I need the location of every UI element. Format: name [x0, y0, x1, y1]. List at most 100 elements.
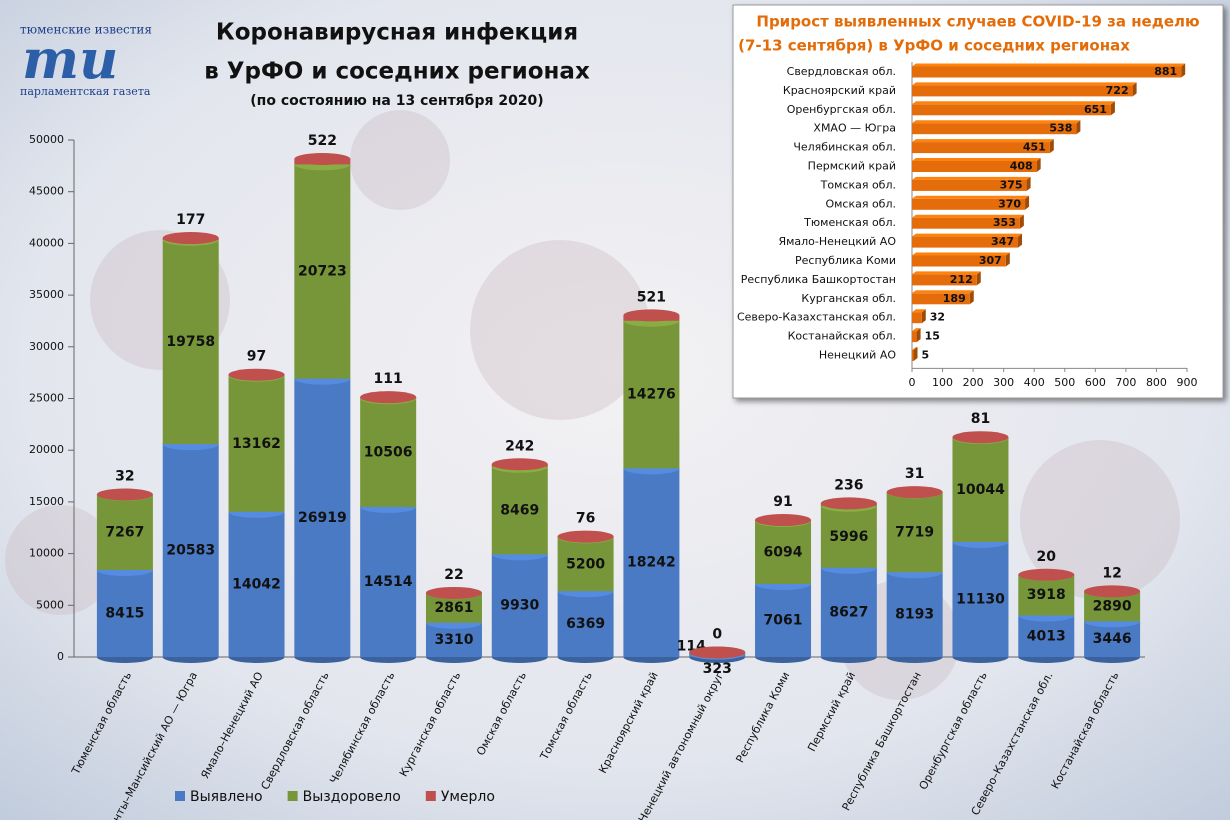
value-label: 20 [1037, 549, 1057, 565]
bar-segment [623, 468, 680, 657]
bar-side [1049, 139, 1054, 154]
value-label: 18242 [627, 555, 676, 571]
value-label: 31 [905, 466, 924, 482]
bar-side [969, 290, 974, 305]
value-label: 5200 [566, 556, 605, 572]
bar-top [912, 252, 1010, 256]
bar-segment [1018, 615, 1075, 657]
legend-label: Выздоровело [303, 789, 401, 805]
bar [912, 293, 970, 305]
y-tick-label: 35000 [29, 288, 64, 301]
bar-segment [96, 494, 153, 570]
value-label: 451 [1023, 141, 1046, 154]
value-label: 242 [505, 438, 534, 454]
bar-segment [228, 375, 285, 512]
x-tick-label: 400 [1024, 376, 1045, 389]
value-label: 3310 [434, 632, 473, 648]
value-label: 538 [1049, 122, 1072, 135]
value-label: 20723 [298, 264, 347, 280]
logo-top: тюменские известия [20, 23, 152, 37]
value-label: 5996 [829, 529, 868, 545]
value-label: 370 [998, 197, 1021, 210]
bar-segment [294, 164, 351, 379]
bar-segment [294, 378, 351, 657]
y-tick-label: Северо-Казахстанская обл. [737, 311, 896, 324]
bar-top [912, 82, 1137, 86]
y-tick-label: Республика Башкортостан [741, 273, 896, 286]
value-label: 189 [943, 292, 966, 305]
y-tick-label: Пермский край [808, 160, 896, 173]
value-label: 323 [703, 661, 732, 677]
value-label: 81 [971, 411, 990, 427]
bar-top [912, 195, 1030, 199]
bar-top [912, 328, 921, 332]
bar [912, 123, 1077, 135]
bar-segment-cap [1018, 568, 1075, 581]
bar [912, 312, 922, 324]
bar-side [1132, 82, 1137, 97]
bar-segment [952, 541, 1009, 657]
bar-segment [1018, 574, 1075, 616]
legend-swatch [425, 791, 436, 801]
bar-segment [623, 320, 680, 469]
value-label: 8469 [500, 503, 539, 519]
bar-segment-cap [96, 488, 153, 501]
bar-segment [360, 398, 417, 507]
y-tick-label: Курганская обл. [801, 292, 896, 305]
value-label: 32 [115, 469, 134, 485]
y-tick-label: 10000 [29, 547, 64, 560]
logo-bottom: парламентская газета [20, 85, 151, 98]
bar [912, 255, 1006, 267]
value-label: 7267 [105, 524, 144, 540]
value-label: 236 [834, 477, 863, 493]
value-label: 9930 [500, 598, 539, 614]
bar-segment [952, 438, 1009, 542]
value-label: 2890 [1093, 598, 1132, 614]
value-label: 347 [991, 235, 1014, 248]
bar-top [912, 120, 1081, 124]
bar-side [1110, 101, 1115, 116]
bar-segment [755, 520, 812, 584]
x-tick-label: 500 [1054, 376, 1075, 389]
bar [912, 274, 977, 286]
bar [912, 236, 1019, 248]
value-label: 26919 [298, 510, 347, 526]
legend-label: Умерло [441, 789, 495, 805]
inset-title: (7-13 сентября) в УрФО и соседних регион… [738, 37, 1130, 55]
y-tick-label: Костанайская обл. [788, 330, 896, 343]
bar-side [1019, 214, 1024, 229]
bar-side [976, 271, 981, 286]
value-label: 521 [637, 289, 666, 305]
bar-side [1005, 252, 1010, 267]
value-label: 6094 [764, 544, 803, 560]
y-tick-label: Челябинская обл. [793, 141, 896, 154]
value-label: 0 [712, 626, 722, 642]
x-tick-label: 100 [932, 376, 953, 389]
value-label: 6369 [566, 616, 605, 632]
y-tick-label: 0 [57, 650, 64, 663]
value-label: 22 [444, 567, 463, 583]
bar-side [1181, 63, 1186, 78]
bar-segment [886, 492, 943, 573]
x-tick-label: 700 [1115, 376, 1136, 389]
value-label: 12 [1102, 565, 1121, 581]
value-label: 375 [1000, 178, 1023, 191]
bar-segment-cap [491, 458, 548, 471]
value-label: 8415 [105, 605, 144, 621]
value-label: 11130 [956, 591, 1005, 607]
bar-top [912, 139, 1054, 143]
value-label: 32 [930, 311, 945, 324]
value-label: 307 [979, 254, 1002, 267]
bar-side [1026, 176, 1031, 191]
bar-segment [886, 572, 943, 657]
bar-top [912, 176, 1031, 180]
bar-segment [820, 567, 877, 657]
bar-segment [491, 554, 548, 657]
bar-segment-cap [162, 232, 219, 245]
value-label: 8627 [829, 604, 868, 620]
bar [912, 179, 1027, 191]
bar-top [912, 290, 974, 294]
bar-segment [820, 505, 877, 568]
